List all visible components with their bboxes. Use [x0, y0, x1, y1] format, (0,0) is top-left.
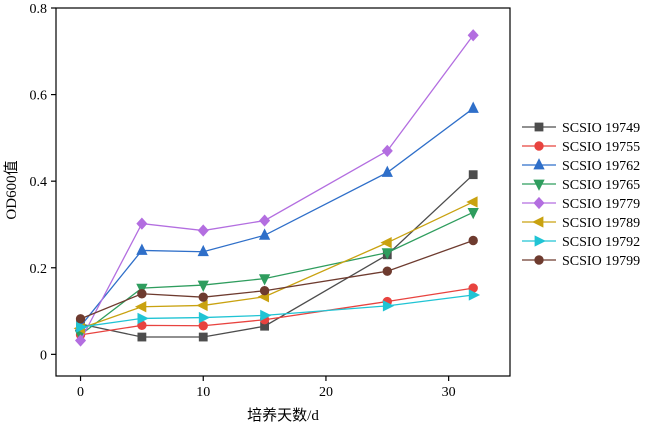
data-point: [468, 170, 478, 180]
series-line: [80, 294, 474, 328]
legend-item: SCSIO 19749: [522, 121, 640, 136]
y-tick-label: 0.4: [30, 175, 48, 190]
legend-item: SCSIO 19789: [522, 216, 640, 231]
series-line: [79, 34, 474, 341]
data-point: [197, 280, 209, 292]
data-point: [136, 243, 148, 255]
data-point: [381, 144, 393, 157]
data-point: [198, 321, 208, 331]
legend-label: SCSIO 19779: [562, 197, 640, 212]
x-tick-label: 0: [77, 385, 84, 400]
data-point: [134, 301, 147, 313]
y-tick-label: 0.2: [30, 262, 48, 277]
legend-marker: [534, 235, 546, 247]
data-point: [467, 29, 479, 42]
legend-label: SCSIO 19789: [562, 216, 640, 231]
legend-label: SCSIO 19792: [562, 235, 640, 250]
legend-marker: [534, 122, 544, 132]
legend-label: SCSIO 19749: [562, 121, 640, 136]
data-point: [381, 248, 393, 260]
data-point: [136, 217, 148, 230]
data-point: [381, 165, 393, 177]
series-line: [80, 201, 474, 329]
data-point: [198, 311, 211, 324]
legend-item: SCSIO 19799: [522, 254, 640, 269]
x-tick-label: 30: [442, 385, 456, 400]
series-line: [80, 107, 474, 327]
series-scsio-19762: [74, 101, 479, 331]
legend-item: SCSIO 19765: [522, 178, 640, 193]
legend-item: SCSIO 19779: [522, 196, 640, 212]
plot-border: [55, 7, 511, 377]
data-point: [468, 289, 481, 301]
legend-label: SCSIO 19799: [562, 254, 640, 269]
data-point: [468, 235, 478, 246]
data-point: [259, 286, 270, 296]
legend-label: SCSIO 19765: [562, 178, 640, 193]
data-point: [380, 237, 392, 249]
legend-label: SCSIO 19755: [562, 140, 640, 155]
data-point: [467, 207, 479, 220]
data-point: [137, 312, 149, 325]
series-scsio-19789: [73, 196, 478, 335]
series-scsio-19799: [75, 235, 478, 324]
y-tick-label: 0.8: [30, 2, 48, 17]
data-point: [258, 274, 271, 286]
plot-area: [55, 7, 511, 377]
data-point: [467, 101, 479, 113]
x-tick-label: 20: [319, 385, 333, 400]
series-scsio-19779: [74, 29, 479, 347]
series-scsio-19749: [76, 170, 478, 342]
data-point: [466, 196, 478, 208]
data-point: [260, 309, 272, 322]
x-axis-title: 培养天数/d: [247, 407, 319, 424]
data-point: [197, 224, 209, 237]
legend: SCSIO 19749 SCSIO 19755 SCSIO 19762 SCSIO 1…: [522, 121, 640, 269]
series-line: [80, 287, 474, 336]
data-point: [198, 332, 208, 342]
data-point: [382, 300, 395, 312]
x-tick-label: 10: [196, 385, 210, 400]
data-point: [198, 292, 208, 302]
series-line: [80, 211, 474, 336]
y-axis-title: OD600值: [3, 160, 20, 219]
data-point: [196, 299, 208, 312]
series-scsio-19792: [76, 289, 481, 333]
axis-ticks: 0 10 20 30 0 0.2 0.4 0.6 0.8: [30, 2, 456, 400]
series-line: [80, 239, 474, 320]
data-point: [258, 228, 271, 240]
y-tick-label: 0: [40, 348, 47, 363]
data-point: [137, 332, 147, 342]
legend-marker: [533, 196, 545, 210]
data-point: [75, 314, 86, 324]
legend-marker: [534, 255, 544, 265]
data-point: [382, 266, 392, 276]
series-line: [80, 174, 474, 338]
legend-marker: [533, 158, 545, 170]
legend-item: SCSIO 19755: [522, 140, 640, 155]
y-tick-label: 0.6: [30, 89, 48, 104]
legend-marker: [534, 141, 544, 151]
data-point: [76, 321, 88, 333]
data-point: [259, 214, 271, 227]
data-point: [74, 334, 87, 347]
legend-label: SCSIO 19762: [562, 159, 640, 174]
legend-item: SCSIO 19792: [522, 235, 640, 250]
data-point: [137, 289, 147, 299]
legend-marker: [533, 179, 545, 191]
legend-item: SCSIO 19762: [522, 158, 640, 174]
legend-marker: [532, 216, 544, 228]
series-layer: [73, 29, 481, 347]
data-point: [197, 244, 209, 257]
